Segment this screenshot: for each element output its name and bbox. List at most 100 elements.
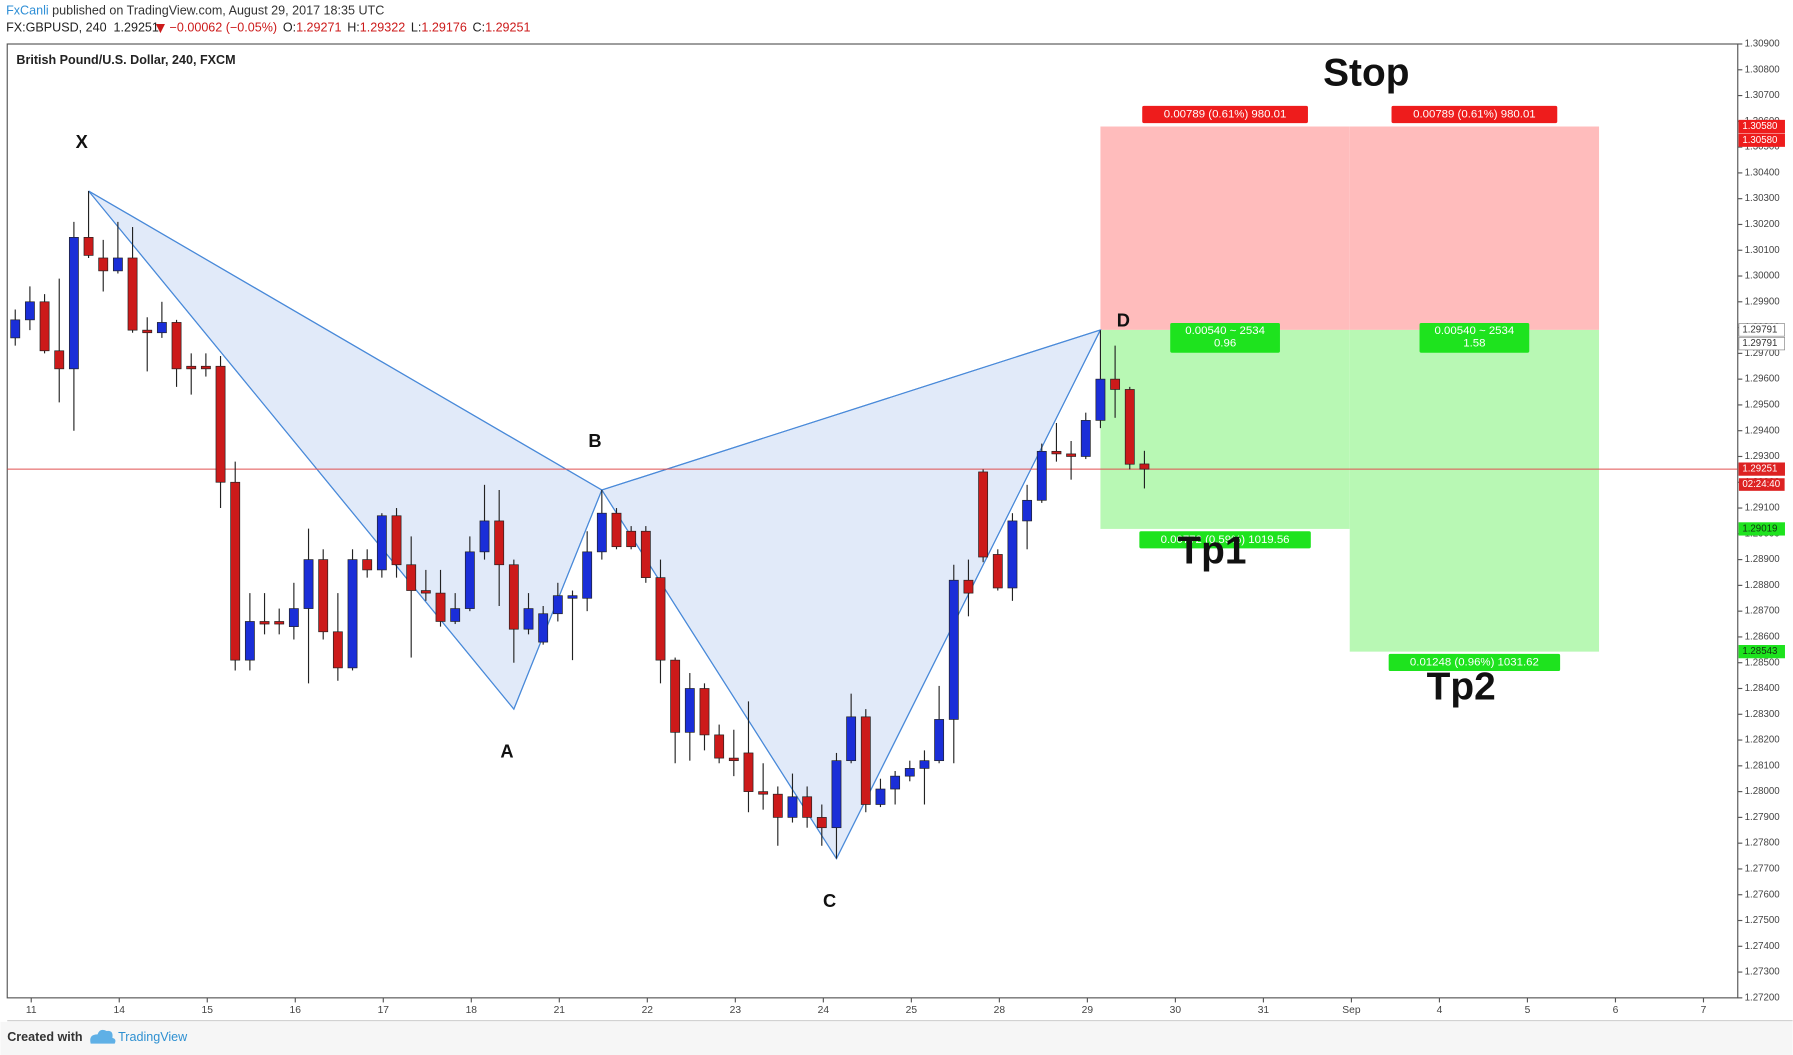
pattern-label: A [500,740,513,761]
countdown-bg [1738,478,1785,491]
label-box [1170,323,1280,353]
candle-body [904,768,915,777]
candle-body [1080,420,1091,457]
y-tick-label: 1.27600 [1745,889,1781,900]
candle-body [611,512,622,548]
candle-body [362,559,373,571]
candle-body [508,564,519,630]
y-tick-label: 1.27400 [1745,941,1781,952]
candle-body [39,301,50,352]
candle-body [846,716,857,762]
candle-body [54,350,65,370]
author[interactable]: FxCanli [6,4,49,18]
brand[interactable]: TradingView [118,1030,188,1044]
x-tick-label: 16 [290,1005,302,1016]
candle-body [1036,450,1047,501]
candle-body [435,592,446,622]
annotation: Stop [1323,52,1409,95]
x-tick-label: 5 [1525,1005,1531,1016]
y-tick-label: 1.28900 [1745,554,1781,565]
created-with: Created with [7,1030,82,1044]
target-label: 0.01248 (0.96%) 1031.62 [1410,657,1539,669]
candle-body [259,621,270,625]
x-tick-label: 18 [466,1005,478,1016]
x-tick-label: 28 [994,1005,1006,1016]
candle-body [98,257,109,272]
candle-body [200,365,211,370]
published: published on TradingView.com, August 29,… [52,4,384,18]
y-tick-label: 1.30300 [1745,193,1781,204]
candle-body [186,365,197,370]
x-tick-label: 4 [1437,1005,1443,1016]
annotation: Tp1 [1177,529,1246,572]
y-tick-label: 1.27200 [1745,992,1781,1003]
price-label: 1.30580 [1742,121,1778,132]
y-tick-label: 1.28100 [1745,760,1781,771]
candle-body [978,471,989,558]
candle-body [215,365,226,483]
candle-body [787,796,798,818]
price-label: 1.29791 [1742,324,1777,335]
candle-body [230,481,241,661]
candle-body [391,515,402,566]
target-label: 0.00772 (0.59%) 1019.56 [1161,534,1290,546]
x-tick-label: 24 [818,1005,830,1016]
pattern-label: C [823,890,836,911]
y-tick-label: 1.29400 [1745,425,1781,436]
price-label-bg [1738,119,1785,134]
candle-body [890,775,901,790]
price-label: 1.30580 [1742,135,1778,146]
ohlc-key: L: [411,21,421,35]
header-line: FxCanli published on TradingView.com, Aug… [6,4,384,18]
candle-body [376,515,387,571]
y-tick-label: 1.30800 [1745,64,1781,75]
y-tick-label: 1.27700 [1745,864,1781,875]
x-tick-label: 6 [1613,1005,1619,1016]
candle-body [919,760,930,769]
entry-label: 0.00540 ~ 2534 [1185,325,1265,337]
ohlc-value: 1.29176 [421,21,466,35]
chart-title: British Pound/U.S. Dollar, 240, FXCM [16,53,235,67]
entry-label: 0.96 [1214,338,1236,350]
x-tick-label: 29 [1082,1005,1094,1016]
ohlc-value: 1.29271 [296,21,341,35]
x-tick-label: 21 [554,1005,566,1016]
ohlc-value: 1.29251 [485,21,530,35]
candle-body [523,608,534,630]
stop-zone [1100,126,1350,330]
price-label: 1.28543 [1742,646,1777,657]
price-label-bg [1738,133,1785,147]
stop-label: 0.00789 (0.61%) 980.01 [1413,109,1536,121]
candle-body [24,301,35,321]
down-arrow [155,24,165,34]
candle-body [743,752,754,792]
annotation: Tp2 [1427,666,1496,709]
y-tick-label: 1.29300 [1745,451,1781,462]
candle-body [274,621,285,625]
change: −0.00062 (−0.05%) [170,21,278,35]
candle-body [156,322,167,334]
candle-body [655,577,666,661]
price-label-bg [1738,336,1785,351]
candle-body [68,237,79,370]
y-tick-label: 1.27500 [1745,915,1781,926]
candle-body [1066,453,1077,457]
x-tick-label: 11 [26,1005,37,1016]
candle-body [171,322,182,370]
candle-body [332,631,343,669]
candle-body [142,329,153,334]
candle-body [596,512,607,553]
y-tick-label: 1.30400 [1745,167,1781,178]
y-tick-label: 1.30900 [1745,39,1781,50]
candle-body [1007,520,1018,589]
label-box [1142,105,1308,124]
candle-body [552,595,563,615]
x-tick-label: 25 [906,1005,918,1016]
target-zone [1349,329,1600,652]
candle-body [772,793,783,818]
symbol-line: FX:GBPUSD, 240 1.29251 [6,21,159,35]
label-box [1139,531,1311,549]
candle-body [1110,378,1121,390]
candle-body [288,608,299,627]
